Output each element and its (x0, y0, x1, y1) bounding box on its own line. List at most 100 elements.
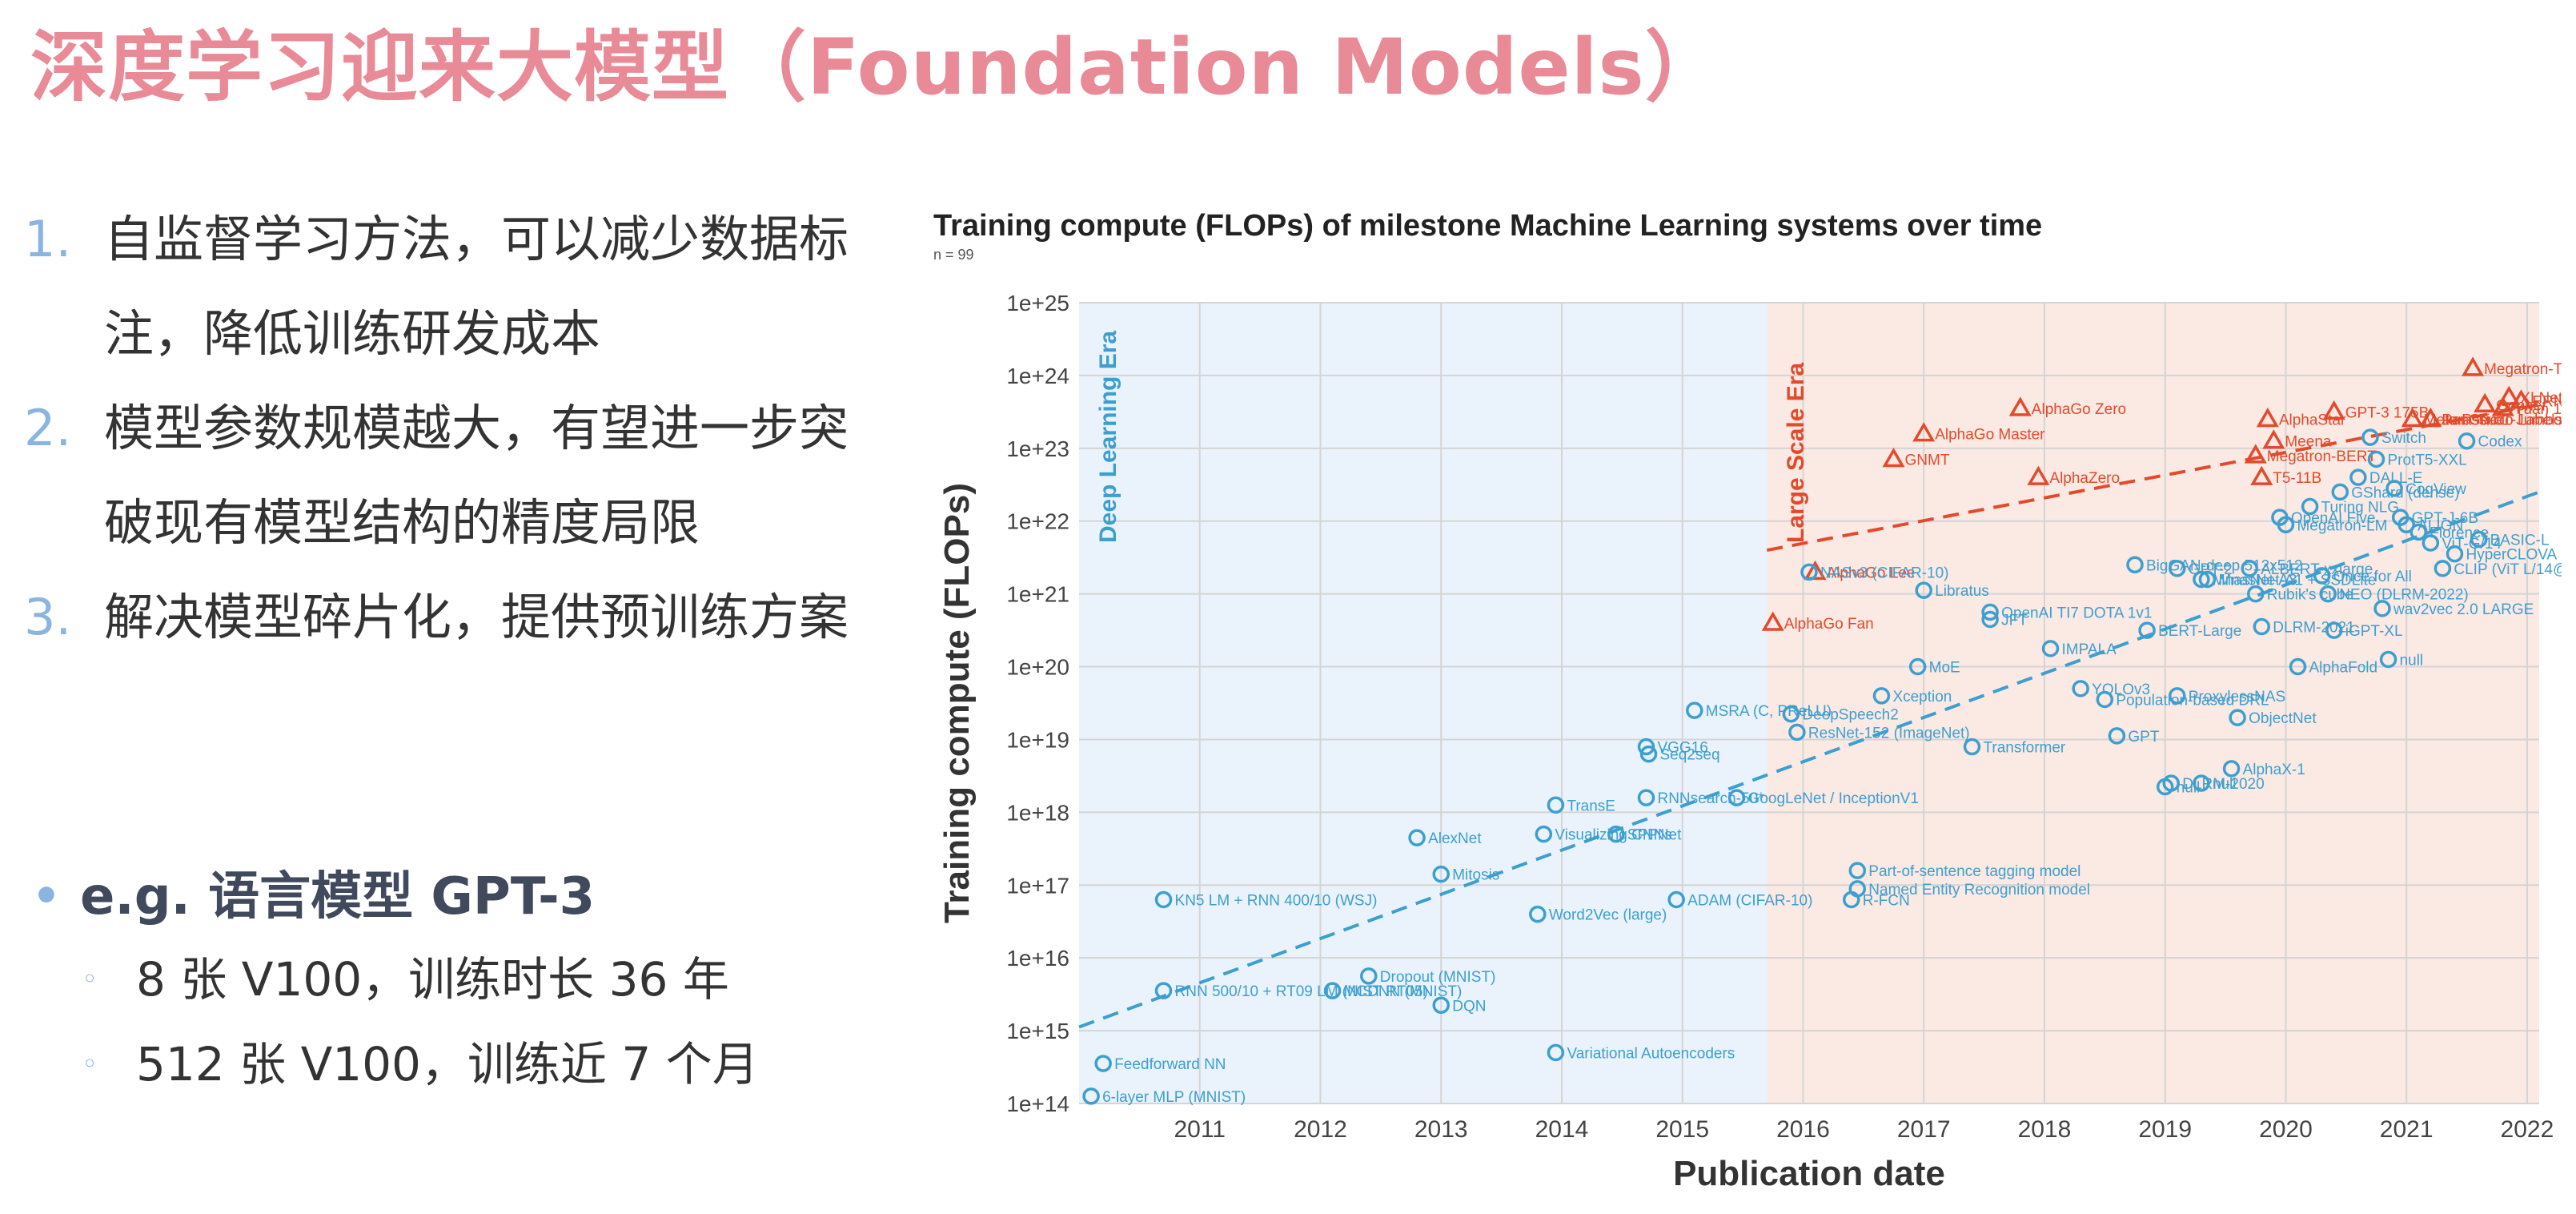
data-label: wav2vec 2.0 LARGE (2393, 601, 2534, 618)
data-point (1535, 825, 1553, 843)
data-label: AlphaGo Zero (2032, 401, 2126, 418)
x-tick-label: 2020 (2259, 1116, 2313, 1143)
data-label: VGG16 (1657, 740, 1707, 757)
data-point (1082, 1087, 1100, 1105)
y-tick-label: 1e+14 (1006, 1091, 1069, 1116)
example-section: • e.g. 语言模型 GPT-3 ◦ 8 张 V100，训练时长 36 年 ◦… (24, 857, 873, 1107)
data-point (2434, 560, 2452, 577)
data-point (1788, 723, 1806, 742)
data-point-triangle (2262, 429, 2285, 449)
x-tick-label: 2016 (1776, 1116, 1830, 1143)
data-point (2289, 657, 2307, 676)
y-tick-label: 1e+19 (1006, 727, 1069, 752)
y-tick-label: 1e+24 (1006, 364, 1069, 388)
data-label: Xception (1892, 689, 1952, 705)
x-tick-label: 2018 (2018, 1116, 2072, 1143)
data-label: Yuan 1.0 (2514, 401, 2562, 418)
data-point-triangle (2027, 465, 2050, 485)
data-label: GPT (2128, 729, 2159, 746)
x-tick-label: 2012 (1294, 1116, 1347, 1143)
data-label: NASv3 (CIFAR-10) (1820, 565, 1948, 581)
data-label: HyperCLOVA (2466, 547, 2557, 564)
data-label: Visualizing CNNs (1555, 827, 1671, 844)
data-point (2138, 621, 2156, 639)
data-point (1908, 657, 1927, 676)
data-point (2222, 760, 2241, 778)
data-label: GNMT (1905, 452, 1950, 468)
data-point (1782, 705, 1800, 723)
data-point (1963, 738, 1981, 756)
data-point (2169, 560, 2186, 577)
data-label: R-FCN (1863, 892, 1910, 909)
data-point (2349, 468, 2367, 486)
y-tick-label: 1e+18 (1006, 800, 1069, 825)
data-label: DLRM-2020 (2182, 776, 2264, 793)
data-label: Population-based DRL (2116, 692, 2269, 709)
x-tick-label: 2014 (1535, 1116, 1589, 1143)
data-point-triangle (2008, 396, 2032, 416)
data-label: MSRA (C, PReLU) (1706, 703, 1832, 720)
data-label: Transformer (1984, 740, 2066, 757)
data-point (1432, 865, 1450, 883)
data-label: JFT (2001, 612, 2028, 629)
example-title: • e.g. 语言模型 GPT-3 (24, 857, 873, 937)
bullet-number: 1. (24, 210, 72, 268)
x-tick-label: 2021 (2380, 1116, 2434, 1143)
data-label: CLIP (ViT L/14@336px) (2454, 561, 2562, 578)
data-label: AlphaGo Fan (1784, 616, 1874, 633)
data-point (1639, 745, 1658, 763)
data-label: ADAM (CIFAR-10) (1687, 892, 1812, 909)
data-point (1848, 862, 1867, 879)
data-label: XLNet (2520, 390, 2562, 407)
data-label: AlphaX-1 (2243, 762, 2305, 778)
data-point (2253, 617, 2271, 636)
data-label: IMPALA (2061, 641, 2117, 658)
data-point (2470, 530, 2488, 549)
data-point (2422, 534, 2440, 552)
data-point-triangle (2256, 407, 2279, 428)
data-label: Megatron-BERT (2267, 448, 2377, 465)
data-label: Mitosis (1452, 867, 1499, 884)
data-point (2241, 560, 2258, 577)
slide-title: 深度学习迎来大模型（Foundation Models） (30, 22, 1723, 112)
data-point-triangle (1882, 447, 1905, 468)
y-tick-label: 1e+23 (1006, 436, 1069, 461)
data-label: Word2Vec (large) (1549, 907, 1667, 924)
data-point (2361, 428, 2379, 446)
data-point (2169, 687, 2186, 705)
data-label: DeepSpeech2 (1802, 707, 1898, 724)
data-point (1727, 789, 1746, 806)
y-tick-label: 1e+16 (1006, 946, 1069, 971)
bullet-number: 3. (24, 588, 72, 646)
data-label: null (2213, 776, 2237, 793)
data-label: DALL-E (2369, 470, 2423, 487)
data-label: Turing NLG (2321, 500, 2400, 517)
data-point (2409, 523, 2428, 541)
data-label: ObjectNet (2249, 710, 2317, 727)
y-tick-label: 1e+25 (1006, 291, 1069, 316)
compute-chart: 1e+14 1e+15 1e+16 1e+17 1e+18 1e+19 1e+20 1e+21… (933, 209, 2562, 1193)
data-point-triangle (1804, 560, 1827, 581)
data-point-triangle (2498, 385, 2521, 405)
data-label: ERNIE 3.0 (2532, 394, 2562, 411)
data-label: GoogLeNet / InceptionV1 (1748, 790, 1919, 807)
example-item-2: ◦ 512 张 V100，训练近 7 个月 (24, 1022, 873, 1107)
data-label: CogView (2405, 481, 2466, 498)
data-label: AlphaStar (2279, 412, 2346, 428)
data-label: Switch (2381, 430, 2426, 447)
era-label: Large Scale Era (1783, 363, 1809, 543)
data-point (2325, 621, 2343, 639)
example-item-text: 512 张 V100，训练近 7 个月 (136, 1037, 759, 1091)
data-point (1154, 982, 1173, 999)
data-label: DQN (1452, 998, 1486, 1015)
data-point (1547, 1043, 1565, 1062)
data-point (2193, 774, 2210, 792)
data-label: Codex (2478, 434, 2522, 451)
data-label: Megatron-Turing NLG 530B (2484, 361, 2562, 378)
sub-bullet-icon: ◦ (82, 963, 98, 995)
data-point (2379, 650, 2397, 669)
data-point (1667, 890, 1685, 909)
data-label: ALIGN (2418, 517, 2463, 534)
data-label: GShard (dense) (2351, 484, 2459, 501)
data-point (2373, 600, 2391, 617)
